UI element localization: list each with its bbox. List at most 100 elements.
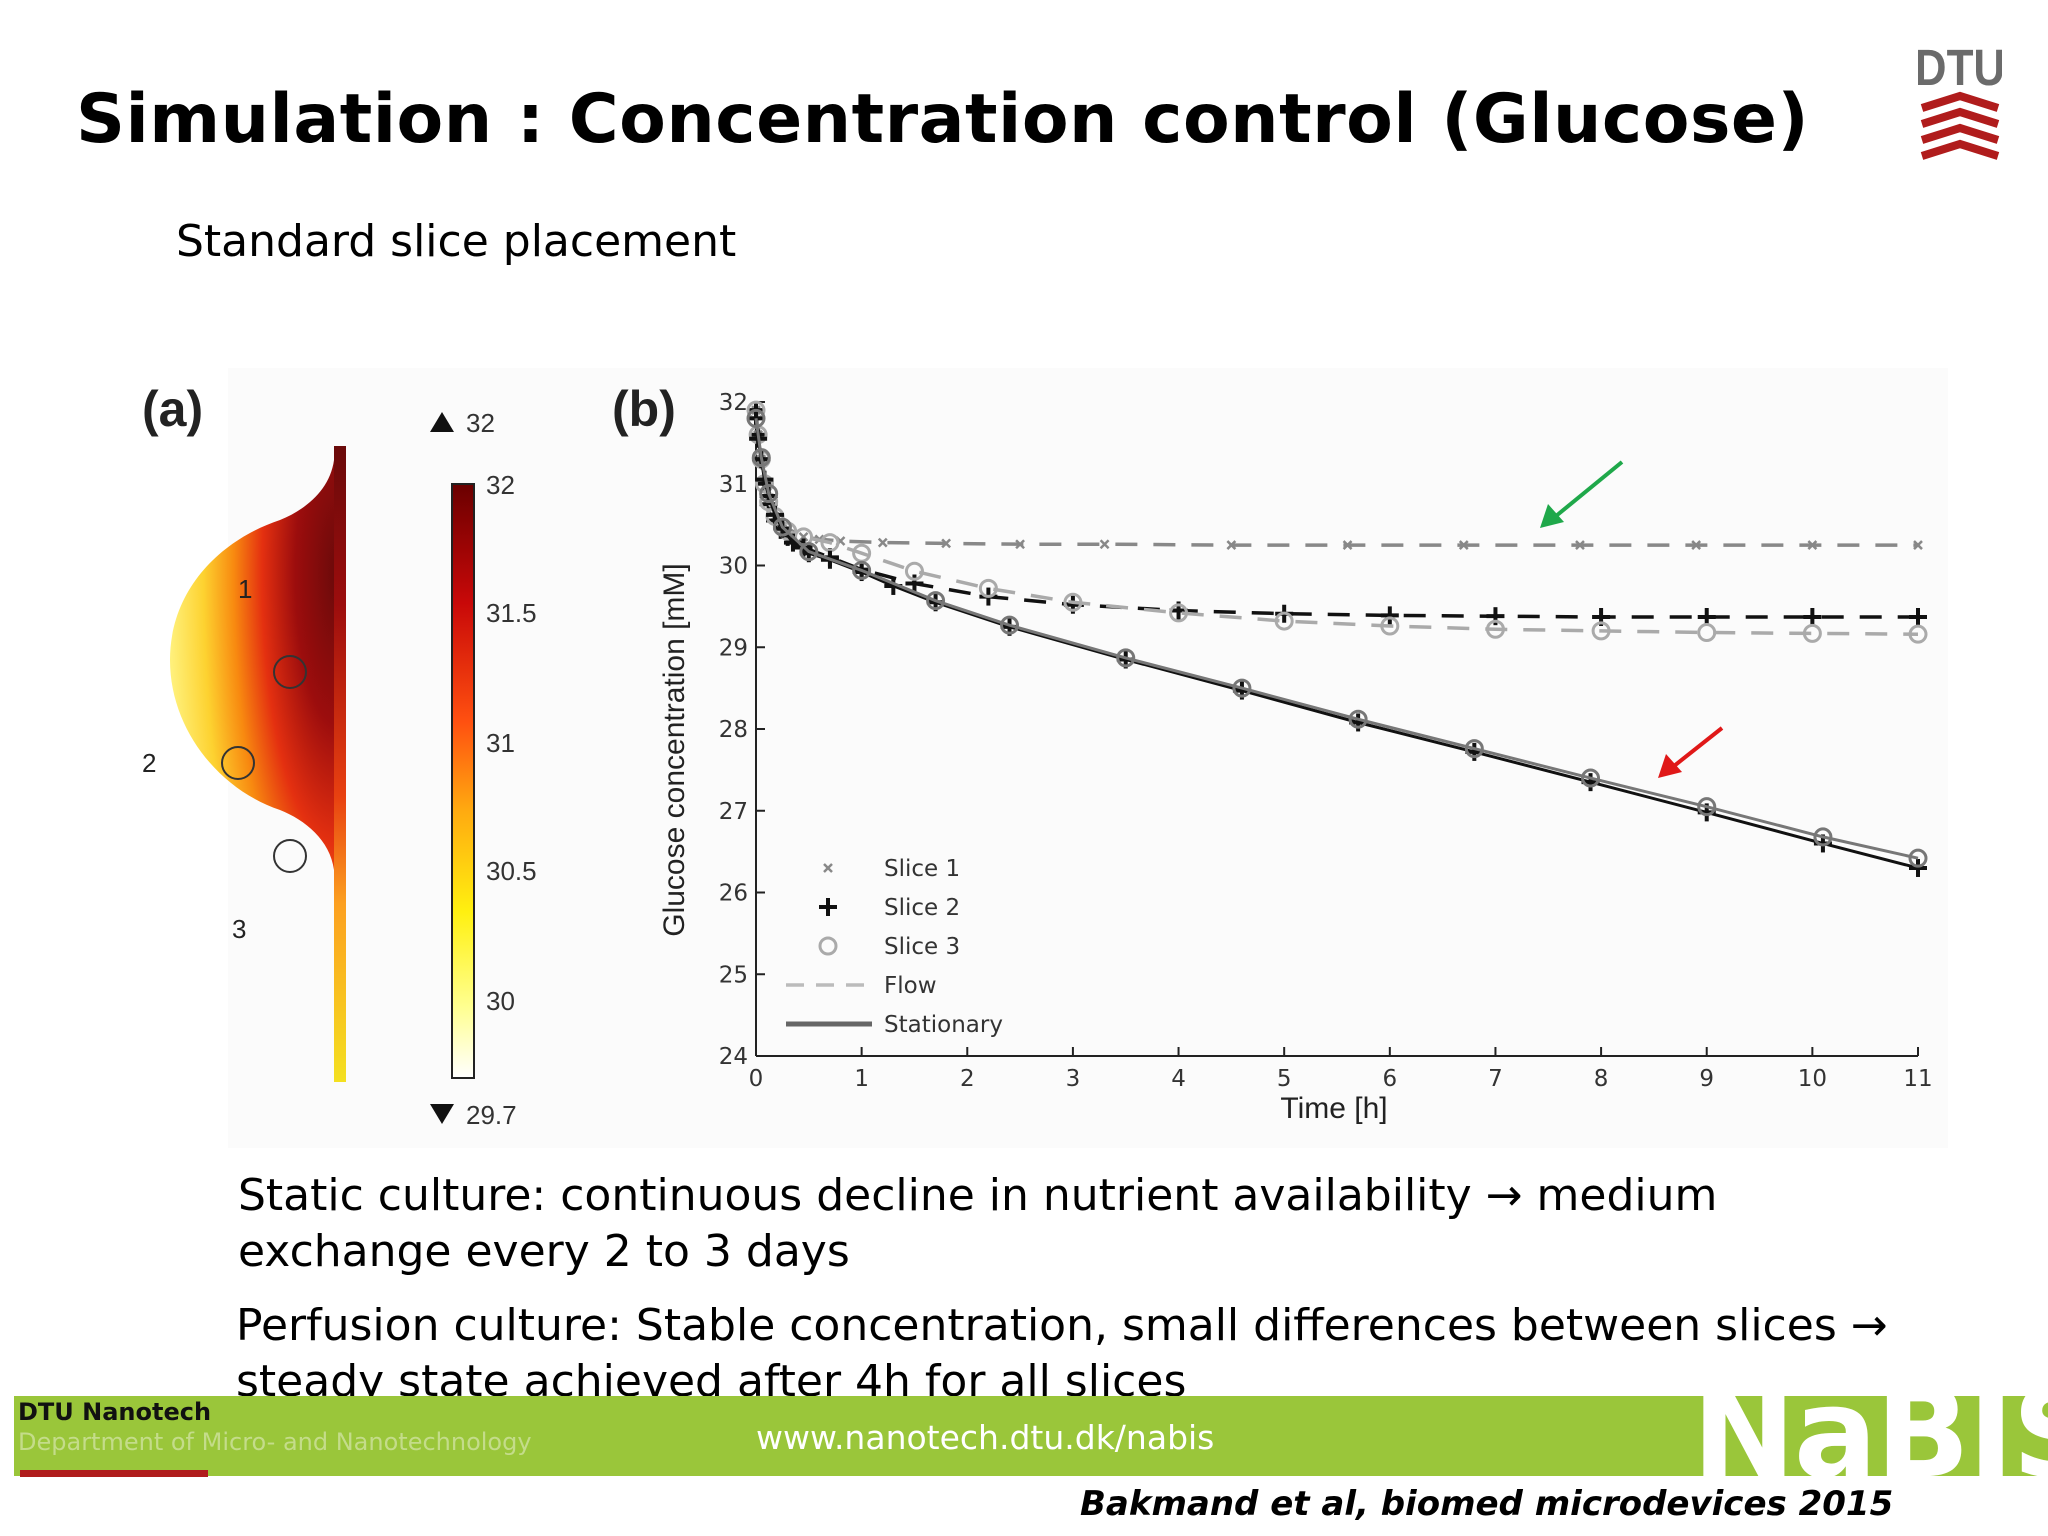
y-tick-label: 32 xyxy=(719,390,748,416)
slice-label-3: 3 xyxy=(232,914,246,944)
chart-legend: Slice 1 Slice 2 Slice 3 Flow Stationary xyxy=(786,856,1003,1038)
x-tick-label: 7 xyxy=(1488,1066,1503,1092)
series-line xyxy=(754,410,1918,619)
marker-circle xyxy=(1116,648,1136,668)
x-tick-label: 3 xyxy=(1066,1066,1081,1092)
marker-circle xyxy=(1000,615,1020,635)
min-marker-triangle xyxy=(430,1104,454,1124)
series-2 xyxy=(747,401,1927,627)
x-tick-label: 8 xyxy=(1594,1066,1609,1092)
slide-title: Simulation : Concentration control (Gluc… xyxy=(76,80,1810,159)
marker-circle xyxy=(904,561,924,581)
marker-circle xyxy=(772,517,792,537)
chamber-shape xyxy=(170,446,346,1082)
max-marker-value: 32 xyxy=(466,408,495,438)
x-tick-label: 4 xyxy=(1171,1066,1186,1092)
legend-label: Slice 2 xyxy=(884,895,960,921)
marker-circle xyxy=(759,484,779,504)
chart-x-axis-label: Time [h] xyxy=(1280,1092,1387,1125)
series-line xyxy=(754,418,1919,860)
marker-circle xyxy=(746,408,766,428)
x-tick-label: 10 xyxy=(1798,1066,1827,1092)
marker-circle xyxy=(1169,603,1189,623)
marker-circle xyxy=(1581,768,1601,788)
slide-subtitle: Standard slice placement xyxy=(176,216,737,267)
x-tick-label: 9 xyxy=(1699,1066,1714,1092)
legend-label: Flow xyxy=(884,973,937,999)
y-tick-label: 27 xyxy=(719,799,748,825)
marker-circle xyxy=(1697,797,1717,817)
figure-background xyxy=(228,368,1948,1148)
legend-label: Stationary xyxy=(884,1012,1003,1038)
red-arrow xyxy=(1658,726,1724,778)
colorbar-tick-31-5: 31.5 xyxy=(486,598,537,628)
marker-x xyxy=(1226,540,1237,550)
marker-x xyxy=(877,537,888,548)
y-tick-label: 31 xyxy=(719,472,748,498)
marker-x xyxy=(1458,540,1469,550)
perfusion-culture-line-1: Perfusion culture: Stable concentration,… xyxy=(236,1300,1888,1351)
marker-circle xyxy=(799,542,819,562)
marker-circle xyxy=(852,560,872,580)
legend-entry: Flow xyxy=(786,973,937,999)
panel-a-label: (a) xyxy=(142,381,203,437)
y-tick-label: 25 xyxy=(719,962,748,988)
x-tick-label: 5 xyxy=(1277,1066,1292,1092)
y-tick-label: 26 xyxy=(719,881,748,907)
legend-entry: Slice 3 xyxy=(818,934,960,960)
dtu-logo: DTU xyxy=(1918,40,2002,160)
marker-x xyxy=(823,863,833,873)
marker-x xyxy=(1342,540,1353,550)
legend-label: Slice 3 xyxy=(884,934,960,960)
marker-circle xyxy=(1348,709,1368,729)
marker-x xyxy=(1913,540,1923,550)
chart-series xyxy=(746,400,1928,877)
panel-b-chart: (b) 0 1 2 3 4 5 6 7 8 9 10 11 24 25 26 27 28 29 30 31 32 Sli… xyxy=(612,381,1933,1125)
marker-circle xyxy=(926,591,946,611)
x-tick-label: 1 xyxy=(854,1066,869,1092)
slice-3-circle xyxy=(273,839,307,873)
static-culture-line-1: Static culture: continuous decline in nu… xyxy=(238,1170,1718,1221)
marker-x xyxy=(1691,540,1702,550)
legend-entry: Slice 1 xyxy=(823,856,960,882)
static-culture-line-2: exchange every 2 to 3 days xyxy=(238,1226,850,1277)
marker-x xyxy=(1099,539,1110,550)
marker-circle xyxy=(1802,623,1822,643)
x-tick-label: 2 xyxy=(960,1066,975,1092)
marker-circle xyxy=(1591,621,1611,641)
panel-a-heatmap: (a) 1 2 3 32 32 31.5 31 30.5 30 29.7 xyxy=(142,381,537,1130)
marker-circle xyxy=(1813,827,1833,847)
marker-circle xyxy=(1908,848,1928,868)
marker-circle xyxy=(1485,619,1505,639)
marker-x xyxy=(941,538,952,549)
marker-x xyxy=(1575,540,1585,550)
marker-circle xyxy=(1380,616,1400,636)
series-line xyxy=(754,418,1919,870)
y-tick-label: 29 xyxy=(719,635,748,661)
marker-x xyxy=(1015,539,1025,550)
series-4 xyxy=(747,409,1927,877)
colorbar xyxy=(451,483,475,1079)
marker-circle xyxy=(751,448,771,468)
static-culture-bullet: Static culture: continuous decline in nu… xyxy=(238,1168,1717,1280)
marker-circle xyxy=(818,936,838,956)
legend-label: Slice 1 xyxy=(884,856,960,882)
marker-x xyxy=(798,532,809,542)
max-marker-triangle xyxy=(430,412,454,432)
min-marker-value: 29.7 xyxy=(466,1100,517,1130)
y-tick-label: 30 xyxy=(719,554,748,580)
chart-y-axis-label: Glucose concentration [mM] xyxy=(658,563,691,937)
dtu-logo-waves xyxy=(1920,91,2000,160)
y-tick-label: 24 xyxy=(719,1044,748,1070)
colorbar-tick-32: 32 xyxy=(486,470,515,500)
marker-circle xyxy=(820,533,840,553)
chamber-stem xyxy=(334,446,346,1082)
chart-axes: 0 1 2 3 4 5 6 7 8 9 10 11 24 25 26 27 28 29 30 31 32 xyxy=(719,390,1933,1092)
series-3 xyxy=(746,400,1928,644)
footer-url-link[interactable]: www.nanotech.dtu.dk/nabis xyxy=(756,1418,1215,1457)
nabis-logo: NaBIS xyxy=(1692,1362,2048,1506)
marker-circle xyxy=(1063,592,1083,612)
marker-circle xyxy=(1274,611,1294,631)
slice-label-2: 2 xyxy=(142,748,156,778)
footer-department: Department of Micro- and Nanotechnology xyxy=(18,1428,532,1456)
